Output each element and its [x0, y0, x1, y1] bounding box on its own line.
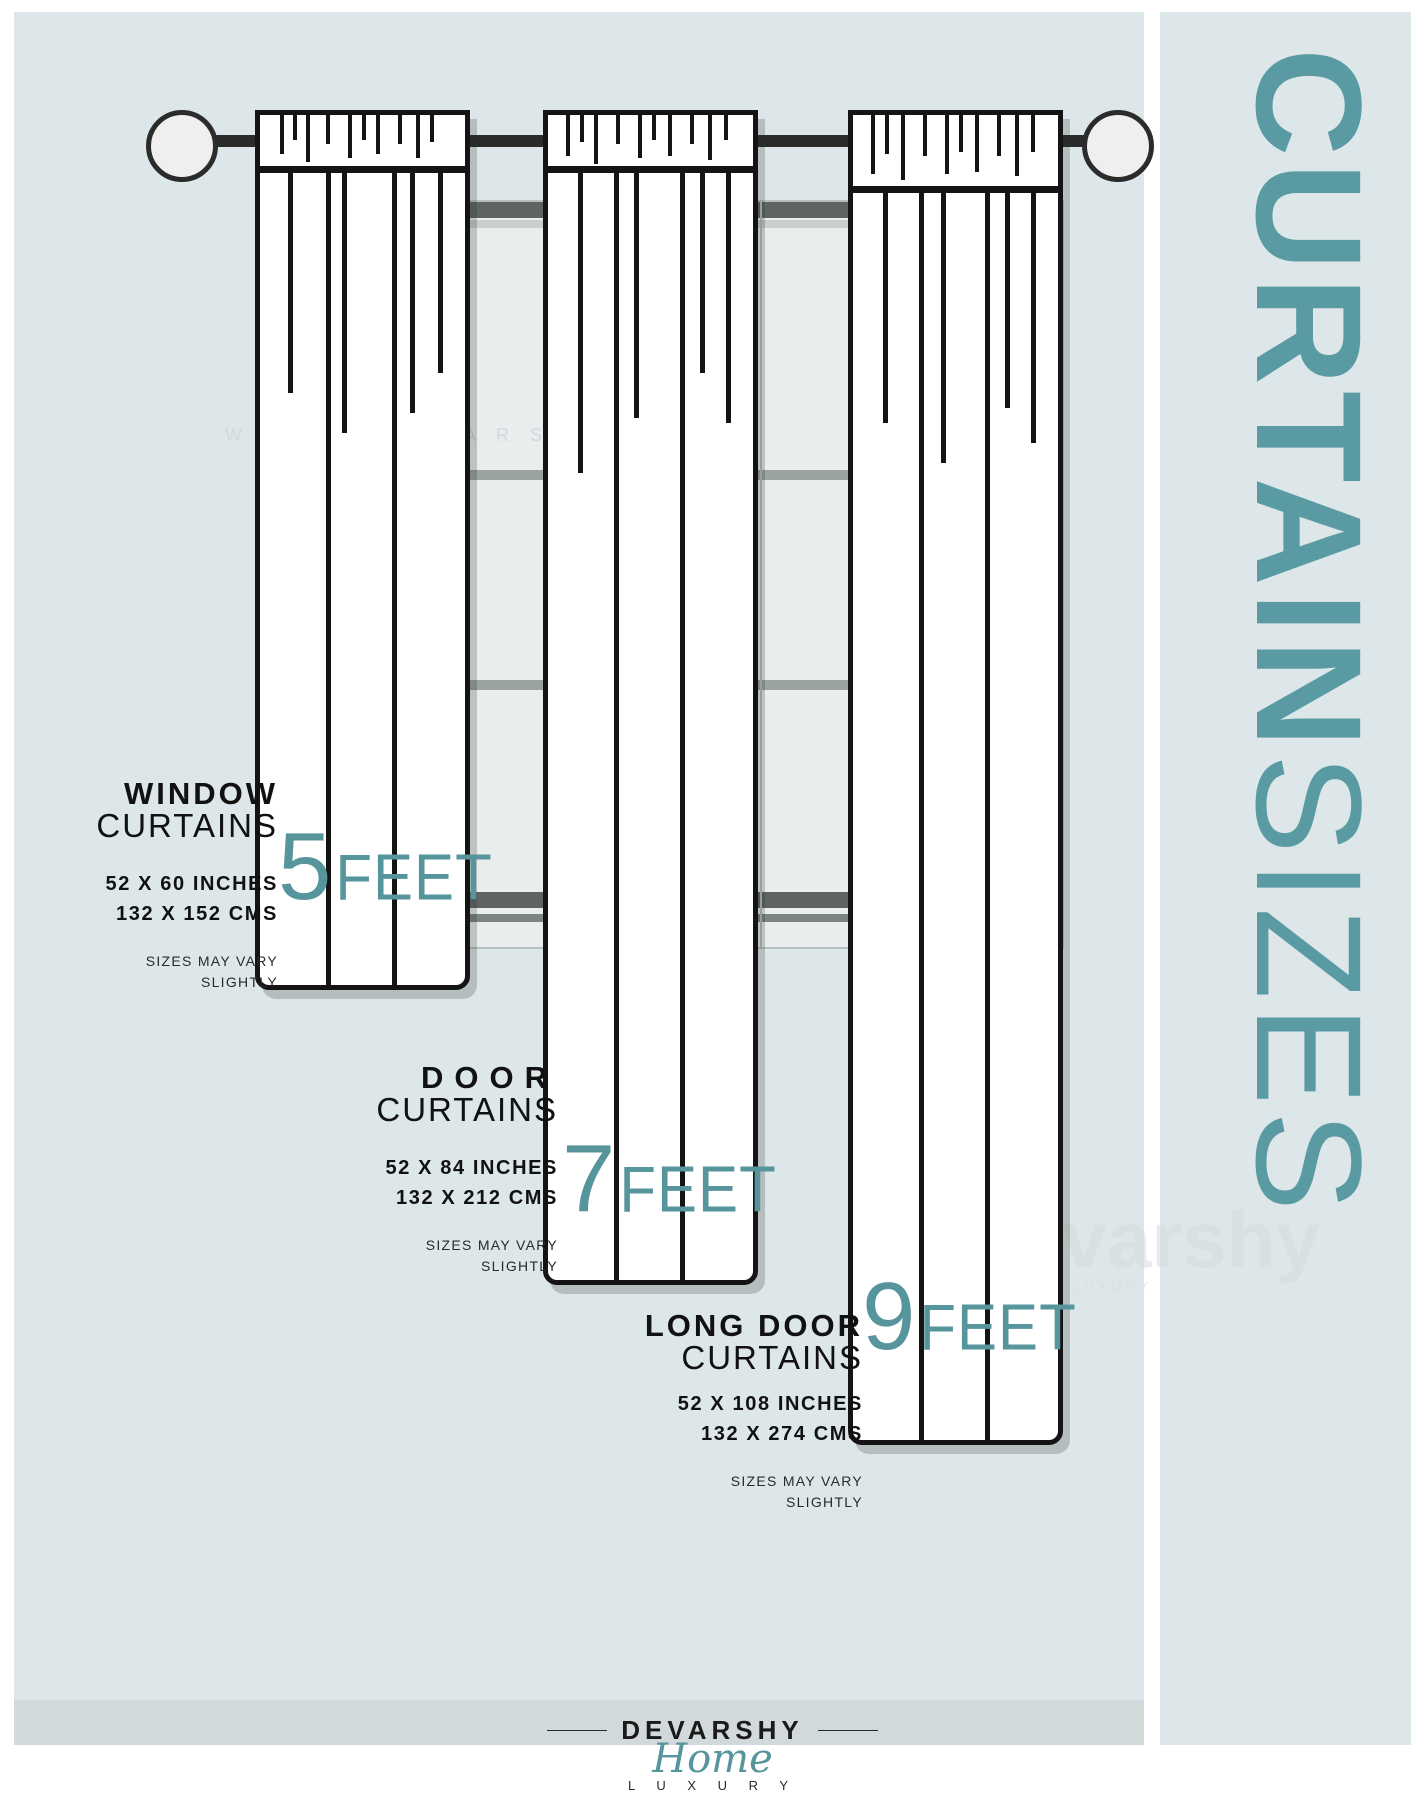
background-floor-strip — [14, 1700, 1144, 1746]
size-block-door: DOOR CURTAINS 52 X 84 INCHES 132 X 212 C… — [280, 1060, 558, 1277]
footer-logo: DEVARSHY Home L U X U R Y — [0, 1715, 1425, 1793]
curtain-panel-door — [543, 110, 758, 1285]
window-title-bold: WINDOW — [123, 776, 278, 811]
door-cms: 132 X 212 CMS — [396, 1187, 558, 1210]
background-white-gap — [1144, 0, 1160, 1800]
long-door-note-line1: SIZES MAY VARY — [730, 1473, 863, 1490]
long-door-inches: 52 X 108 INCHES — [677, 1393, 863, 1416]
footer-rule-left — [546, 1730, 607, 1731]
window-cms: 132 X 152 CMS — [116, 903, 278, 926]
curtain-panel-window — [255, 110, 470, 990]
vertical-title: CURTAINSIZES — [1152, 20, 1412, 1670]
door-inches: 52 X 84 INCHES — [385, 1157, 558, 1180]
footer-brand: DEVARSHY — [621, 1715, 804, 1745]
window-inches: 52 X 60 INCHES — [105, 873, 278, 896]
background-right-panel — [1160, 12, 1411, 1788]
size-block-long-door: LONG DOOR CURTAINS 52 X 108 INCHES 132 X… — [585, 1308, 863, 1513]
door-title-bold: DOOR — [421, 1060, 558, 1095]
window-note-line2: SLIGHTLY — [200, 974, 278, 991]
curtain-header-band — [853, 115, 1058, 193]
footer-script: Home — [652, 1736, 773, 1782]
door-note-line2: SLIGHTLY — [480, 1258, 558, 1275]
long-door-title-bold: LONG DOOR — [644, 1308, 863, 1343]
long-door-note-line2: SLIGHTLY — [785, 1494, 863, 1511]
curtain-panel-long-door — [848, 110, 1063, 1445]
curtain-header-band — [548, 115, 753, 173]
footer-rule-right — [818, 1730, 879, 1731]
rod-finial-left — [146, 110, 218, 182]
size-block-window: WINDOW CURTAINS 52 X 60 INCHES 132 X 152… — [0, 776, 278, 993]
footer-tagline: L U X U R Y — [627, 1778, 798, 1793]
rod-finial-right — [1082, 110, 1154, 182]
background-bottom-strip — [0, 1745, 1425, 1800]
door-title-thin: CURTAINS — [376, 1090, 558, 1128]
window-note-line1: SIZES MAY VARY — [145, 953, 278, 970]
vertical-title-thin: SIZES — [1225, 753, 1393, 1218]
long-door-title-thin: CURTAINS — [681, 1338, 863, 1376]
window-title-thin: CURTAINS — [96, 806, 278, 844]
long-door-cms: 132 X 274 CMS — [701, 1423, 863, 1446]
door-note-line1: SIZES MAY VARY — [425, 1237, 558, 1254]
vertical-title-bold: CURTAIN — [1225, 48, 1393, 754]
